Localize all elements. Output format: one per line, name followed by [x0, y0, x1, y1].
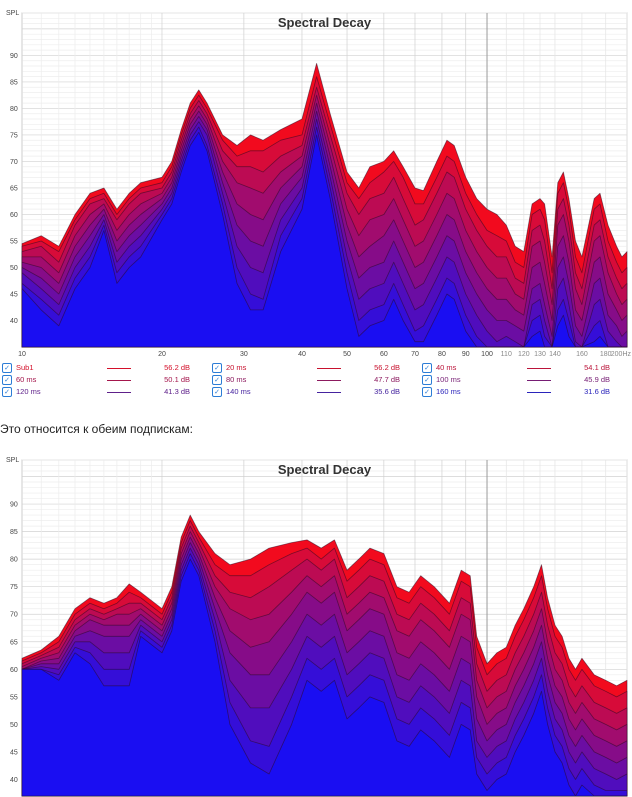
- y-tick-label: 45: [10, 291, 18, 298]
- x-tick-label: 90: [462, 351, 470, 358]
- checkbox-icon[interactable]: ✓: [2, 375, 12, 385]
- legend-row: ✓ 120 ms 41.3 dB ✓ 140 ms 35.6 dB ✓ 160 …: [0, 386, 632, 398]
- y-tick-label: 75: [10, 584, 18, 591]
- chart-title: Spectral Decay: [278, 15, 372, 30]
- y-tick-label: 60: [10, 667, 18, 674]
- y-axis-label: SPL: [6, 10, 19, 17]
- spectral-decay-chart-1: Spectral Decay SPL 40 45 50 55 60 65 70 75 80 85 90 1…: [6, 10, 632, 358]
- y-tick-label: 45: [10, 749, 18, 756]
- legend-item-value: 56.2 dB: [374, 363, 400, 372]
- legend-line-swatch: [107, 368, 131, 369]
- legend-line-swatch: [107, 380, 131, 381]
- legend-item-value: 35.6 dB: [374, 387, 400, 396]
- legend-item-name: 80 ms: [226, 375, 247, 384]
- legend-item-name: 160 ms: [436, 387, 461, 396]
- x-tick-label: 100: [481, 351, 493, 358]
- legend-line-swatch: [527, 368, 551, 369]
- legend-line-swatch: [317, 368, 341, 369]
- y-tick-label: 70: [10, 612, 18, 619]
- y-tick-label: 70: [10, 159, 18, 166]
- checkbox-icon[interactable]: ✓: [212, 363, 222, 373]
- x-tick-label: 10: [18, 351, 26, 358]
- checkbox-icon[interactable]: ✓: [212, 375, 222, 385]
- x-tick-label: 40: [298, 351, 306, 358]
- legend-item-name: 40 ms: [436, 363, 457, 372]
- x-tick-label: 130: [534, 351, 546, 358]
- y-axis-label: SPL: [6, 457, 19, 464]
- y-tick-label: 90: [10, 53, 18, 60]
- y-tick-label: 60: [10, 212, 18, 219]
- legend-item-value: 47.7 dB: [374, 375, 400, 384]
- y-tick-label: 65: [10, 185, 18, 192]
- legend-row: ✓ 60 ms 50.1 dB ✓ 80 ms 47.7 dB ✓ 100 ms…: [0, 374, 632, 386]
- y-tick-label: 80: [10, 106, 18, 113]
- x-tick-label: 180: [600, 351, 612, 358]
- y-tick-label: 55: [10, 238, 18, 245]
- legend-item-value: 50.1 dB: [164, 375, 190, 384]
- legend-item-name: 140 ms: [226, 387, 251, 396]
- y-tick-label: 85: [10, 79, 18, 86]
- y-tick-label: 40: [10, 777, 18, 784]
- x-tick-label: 70: [411, 351, 419, 358]
- x-tick-label: 140: [549, 351, 561, 358]
- y-tick-label: 80: [10, 557, 18, 564]
- y-tick-label: 65: [10, 639, 18, 646]
- legend-item-value: 45.9 dB: [584, 375, 610, 384]
- legend-line-swatch: [107, 392, 131, 393]
- checkbox-icon[interactable]: ✓: [2, 387, 12, 397]
- legend-item-value: 41.3 dB: [164, 387, 190, 396]
- y-tick-label: 40: [10, 318, 18, 325]
- legend-item-value: 31.6 dB: [584, 387, 610, 396]
- legend: ✓ Sub1 56.2 dB ✓ 20 ms 56.2 dB ✓ 40 ms 5…: [0, 362, 632, 400]
- legend-item-name: 20 ms: [226, 363, 247, 372]
- legend-item-name: 120 ms: [16, 387, 41, 396]
- legend-row: ✓ Sub1 56.2 dB ✓ 20 ms 56.2 dB ✓ 40 ms 5…: [0, 362, 632, 374]
- decay-slice: [21, 558, 628, 797]
- checkbox-icon[interactable]: ✓: [422, 375, 432, 385]
- legend-item-value: 56.2 dB: [164, 363, 190, 372]
- legend-line-swatch: [527, 380, 551, 381]
- decay-slice: [21, 131, 628, 348]
- chart-title: Spectral Decay: [278, 462, 372, 477]
- legend-item-name: 60 ms: [16, 375, 37, 384]
- x-tick-label: 30: [240, 351, 248, 358]
- checkbox-icon[interactable]: ✓: [2, 363, 12, 373]
- legend-item-value: 54.1 dB: [584, 363, 610, 372]
- checkbox-icon[interactable]: ✓: [422, 363, 432, 373]
- x-tick-label: 80: [438, 351, 446, 358]
- legend-line-swatch: [527, 392, 551, 393]
- y-tick-label: 85: [10, 529, 18, 536]
- legend-line-swatch: [317, 392, 341, 393]
- x-tick-label: 60: [380, 351, 388, 358]
- y-tick-label: 90: [10, 502, 18, 509]
- y-tick-label: 55: [10, 694, 18, 701]
- x-tick-label: 200Hz: [611, 351, 632, 358]
- checkbox-icon[interactable]: ✓: [212, 387, 222, 397]
- x-tick-label: 160: [576, 351, 588, 358]
- spectral-decay-chart-2: Spectral Decay SPL 40 45 50 55 60 65 70 75 80 85 90: [6, 457, 628, 797]
- x-tick-label: 110: [501, 351, 512, 358]
- legend-line-swatch: [317, 380, 341, 381]
- x-tick-label: 120: [518, 351, 530, 358]
- legend-item-name: Sub1: [16, 363, 34, 372]
- caption-text: Это относится к обеим подпискам:: [0, 422, 193, 436]
- y-tick-label: 50: [10, 265, 18, 272]
- legend-item-name: 100 ms: [436, 375, 461, 384]
- checkbox-icon[interactable]: ✓: [422, 387, 432, 397]
- x-tick-label: 20: [158, 351, 166, 358]
- y-tick-label: 50: [10, 722, 18, 729]
- x-tick-label: 50: [343, 351, 351, 358]
- y-tick-label: 75: [10, 132, 18, 139]
